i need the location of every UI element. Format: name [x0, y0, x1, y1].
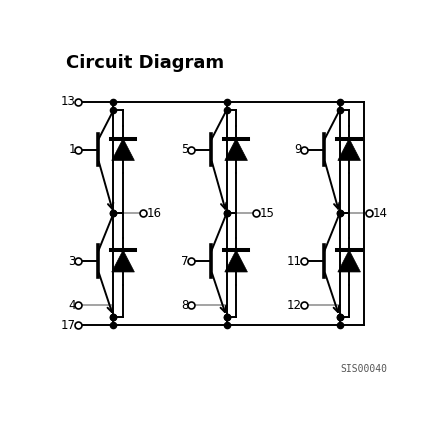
- Text: 8: 8: [182, 299, 189, 312]
- Polygon shape: [338, 138, 361, 161]
- Text: 1: 1: [69, 143, 76, 156]
- Polygon shape: [112, 138, 134, 161]
- Text: 15: 15: [260, 207, 274, 220]
- Text: 12: 12: [287, 299, 302, 312]
- Polygon shape: [225, 138, 248, 161]
- Text: 16: 16: [147, 207, 162, 220]
- Text: 5: 5: [182, 143, 189, 156]
- Polygon shape: [338, 250, 361, 272]
- Text: 17: 17: [61, 319, 76, 331]
- Text: 3: 3: [69, 255, 76, 268]
- Polygon shape: [225, 250, 248, 272]
- Text: 4: 4: [69, 299, 76, 312]
- Text: 9: 9: [294, 143, 302, 156]
- Text: 13: 13: [61, 95, 76, 109]
- Polygon shape: [112, 250, 134, 272]
- Text: Circuit Diagram: Circuit Diagram: [65, 55, 224, 72]
- Text: 11: 11: [287, 255, 302, 268]
- Text: SIS00040: SIS00040: [340, 364, 388, 374]
- Text: 7: 7: [181, 255, 189, 268]
- Text: 14: 14: [373, 207, 388, 220]
